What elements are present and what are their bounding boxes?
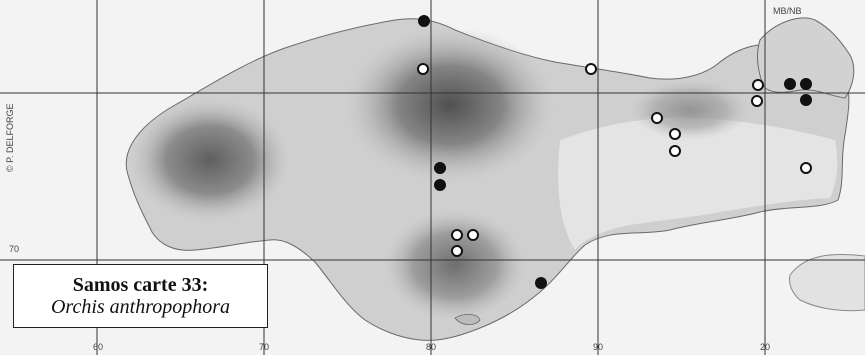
- relief-west: [130, 98, 290, 222]
- caption-species: Orchis anthropophora: [50, 296, 231, 318]
- relief-central: [345, 27, 555, 183]
- record-filled-dot: [535, 277, 547, 289]
- record-filled-dot: [800, 94, 812, 106]
- record-open-dot: [451, 229, 463, 241]
- relief-east: [630, 80, 750, 140]
- islet-southeast: [789, 254, 865, 312]
- bottom-tick-label: 90: [593, 342, 603, 352]
- record-open-dot: [669, 145, 681, 157]
- lowland-band: [558, 117, 838, 250]
- record-open-dot: [800, 162, 812, 174]
- records-filled: [418, 15, 812, 289]
- bottom-tick-labels: 60 70 80 90 20: [93, 342, 770, 352]
- record-open-dot: [417, 63, 429, 75]
- record-open-dot: [669, 128, 681, 140]
- bottom-tick-label: 80: [426, 342, 436, 352]
- caption-title: Samos carte 33:: [72, 274, 209, 296]
- record-open-dot: [585, 63, 597, 75]
- grid-code-label: MB/NB: [773, 6, 802, 16]
- record-open-dot: [467, 229, 479, 241]
- records-open: [417, 63, 812, 257]
- record-open-dot: [451, 245, 463, 257]
- record-filled-dot: [418, 15, 430, 27]
- record-filled-dot: [434, 162, 446, 174]
- side-tick-label: 70: [9, 244, 19, 254]
- record-open-dot: [751, 95, 763, 107]
- bottom-tick-label: 20: [760, 342, 770, 352]
- islet-south: [454, 314, 481, 326]
- bottom-tick-label: 70: [259, 342, 269, 352]
- record-open-dot: [752, 79, 764, 91]
- bottom-tick-label: 60: [93, 342, 103, 352]
- record-filled-dot: [434, 179, 446, 191]
- map-caption: Samos carte 33: Orchis anthropophora: [13, 264, 268, 328]
- record-filled-dot: [800, 78, 812, 90]
- record-filled-dot: [784, 78, 796, 90]
- record-open-dot: [651, 112, 663, 124]
- relief-south: [385, 210, 525, 320]
- credit-vertical: © P. DELFORGE: [5, 104, 15, 172]
